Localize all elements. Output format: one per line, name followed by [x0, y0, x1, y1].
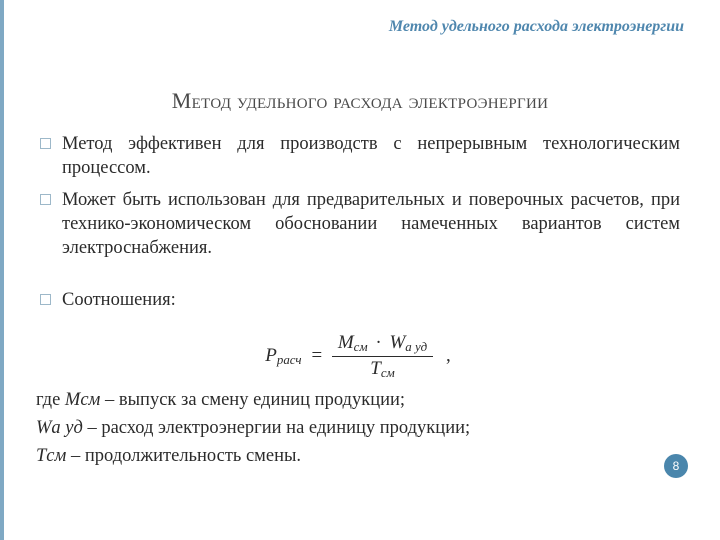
- formula-den-base: T: [370, 358, 381, 379]
- slide-body: Метод эффективен для производств с непре…: [36, 132, 680, 472]
- where-sym-base: W: [36, 418, 51, 438]
- formula: Pрасч = Mсм · Wа уд Tсм ,: [36, 328, 680, 385]
- where-def: – выпуск за смену единиц продукции;: [100, 390, 405, 410]
- formula-den-sub: см: [381, 366, 395, 381]
- where-sym-sub: а уд: [51, 418, 82, 438]
- where-def: – продолжительность смены.: [66, 446, 301, 466]
- page-number: 8: [673, 459, 680, 473]
- where-def: – расход электроэнергии на единицу проду…: [83, 418, 470, 438]
- where-intro: где: [36, 390, 65, 410]
- formula-num-a-sub: см: [354, 340, 368, 355]
- formula-num-b-base: W: [389, 332, 405, 353]
- formula-lhs-base: P: [265, 345, 277, 366]
- list-item: Может быть использован для предварительн…: [36, 188, 680, 260]
- where-sym-sub: см: [46, 446, 66, 466]
- bullet-list: Метод эффективен для производств с непре…: [36, 132, 680, 260]
- where-sym-sub: см: [80, 390, 100, 410]
- where-sym-base: T: [36, 446, 46, 466]
- formula-num-b-sub: а уд: [405, 340, 427, 355]
- left-rule: [0, 0, 4, 540]
- bullet-list: Соотношения:: [36, 288, 680, 312]
- formula-trail: ,: [438, 345, 451, 366]
- formula-num-a-base: M: [338, 332, 354, 353]
- where-block: где Mсм – выпуск за смену единиц продукц…: [36, 389, 680, 468]
- running-header: Метод удельного расхода электроэнергии: [389, 18, 684, 36]
- page-number-badge: 8: [664, 454, 688, 478]
- slide: Метод удельного расхода электроэнергии М…: [0, 0, 720, 540]
- list-item: Соотношения:: [36, 288, 680, 312]
- formula-lhs-sub: расч: [277, 352, 302, 367]
- where-sym-base: M: [65, 390, 80, 410]
- list-item: Метод эффективен для производств с непре…: [36, 132, 680, 180]
- slide-title: Метод удельного расхода электроэнергии: [0, 88, 720, 114]
